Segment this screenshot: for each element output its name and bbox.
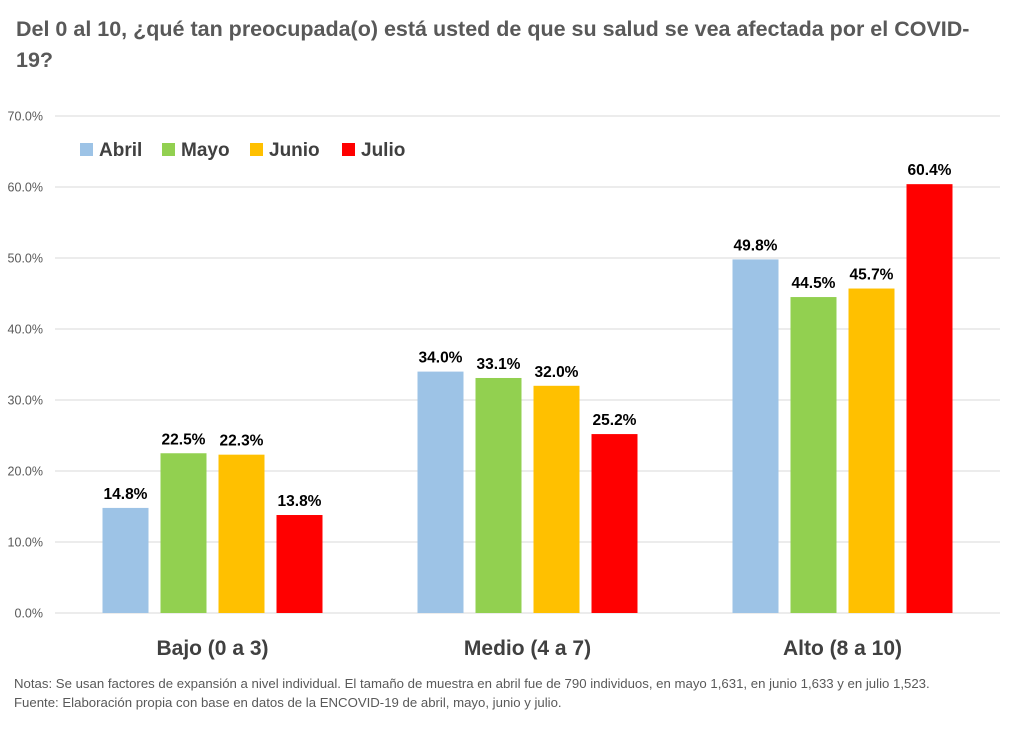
- bar-julio: [906, 184, 953, 613]
- y-tick-label: 0.0%: [15, 607, 44, 621]
- y-tick-label: 70.0%: [8, 110, 43, 124]
- bar-abril: [102, 507, 149, 613]
- y-tick-label: 20.0%: [8, 465, 43, 479]
- y-tick-label: 10.0%: [8, 536, 43, 550]
- bar-value-label: 45.7%: [850, 267, 894, 284]
- bar-junio: [848, 288, 895, 613]
- bar-value-label: 33.1%: [477, 356, 521, 373]
- legend-label: Mayo: [181, 140, 230, 161]
- bar-junio: [533, 385, 580, 613]
- bar-julio: [591, 434, 638, 613]
- bar-value-label: 34.0%: [419, 350, 463, 367]
- bar-mayo: [160, 453, 207, 613]
- bar-value-label: 60.4%: [908, 162, 952, 179]
- legend-swatch: [80, 143, 93, 156]
- notes: Notas: Se usan factores de expansión a n…: [14, 674, 1004, 712]
- bar-value-label: 14.8%: [104, 486, 148, 503]
- bars: [102, 184, 953, 613]
- bar-value-label: 49.8%: [734, 237, 778, 254]
- notes-text: Notas: Se usan factores de expansión a n…: [14, 676, 930, 691]
- bar-mayo: [475, 377, 522, 613]
- y-tick-label: 50.0%: [8, 252, 43, 266]
- source-text: Fuente: Elaboración propia con base en d…: [14, 695, 562, 710]
- bar-mayo: [790, 297, 837, 613]
- bar-value-label: 22.3%: [220, 433, 264, 450]
- bar-value-label: 25.2%: [593, 412, 637, 429]
- bar-abril: [732, 259, 779, 613]
- y-tick-label: 30.0%: [8, 394, 43, 408]
- x-axis: Bajo (0 a 3) Medio (4 a 7) Alto (8 a 10): [156, 637, 902, 660]
- bar-junio: [218, 454, 265, 613]
- legend-swatch: [162, 143, 175, 156]
- bar-value-label: 44.5%: [792, 275, 836, 292]
- bar-value-label: 32.0%: [535, 364, 579, 381]
- bar-value-label: 13.8%: [278, 493, 322, 510]
- y-axis: 0.0% 10.0% 20.0% 30.0% 40.0% 50.0% 60.0% 70.0%: [8, 110, 43, 621]
- y-tick-label: 60.0%: [8, 181, 43, 195]
- legend-label: Abril: [99, 140, 142, 161]
- bar-abril: [417, 371, 464, 613]
- bar-julio: [276, 515, 323, 613]
- category-label: Bajo (0 a 3): [156, 637, 268, 660]
- legend: Abril Mayo Junio Julio: [80, 140, 405, 161]
- y-tick-label: 40.0%: [8, 323, 43, 337]
- category-label: Medio (4 a 7): [464, 637, 591, 660]
- gridlines: [55, 115, 1000, 614]
- chart-title: Del 0 al 10, ¿qué tan preocupada(o) está…: [16, 17, 970, 72]
- bar-labels: 14.8% 22.5% 22.3% 13.8% 34.0% 33.1% 32.0% 25.2%…: [104, 162, 952, 510]
- legend-swatch: [342, 143, 355, 156]
- bar-value-label: 22.5%: [162, 431, 206, 448]
- legend-label: Junio: [269, 140, 320, 161]
- category-label: Alto (8 a 10): [783, 637, 902, 660]
- legend-swatch: [250, 143, 263, 156]
- legend-label: Julio: [361, 140, 405, 161]
